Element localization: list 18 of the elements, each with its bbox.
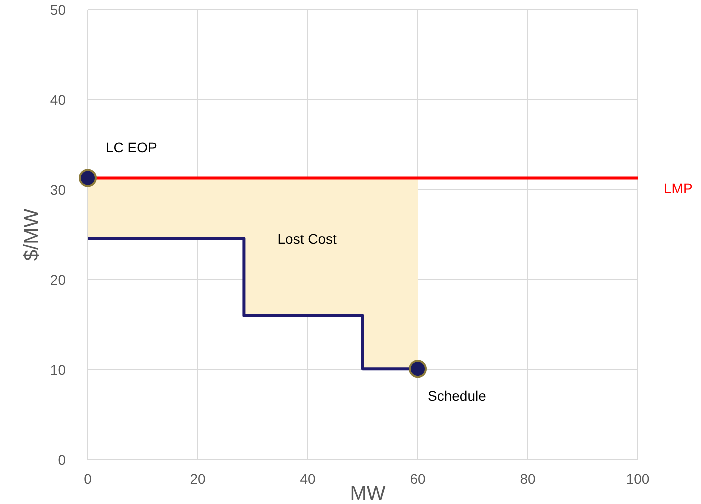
x-tick-label: 60 [410,471,426,487]
x-tick-label: 40 [300,471,316,487]
y-tick-label: 50 [50,2,66,18]
y-tick-label: 20 [50,272,66,288]
x-tick-label: 80 [520,471,536,487]
x-tick-label: 100 [626,471,650,487]
y-axis-title: $/MW [21,208,43,262]
x-axis-title: MW [350,483,386,504]
annotation: LC EOP [106,139,158,156]
x-tick-label: 20 [190,471,206,487]
y-tick-label: 30 [50,182,66,198]
x-tick-label: 0 [84,471,92,487]
y-tick-label: 40 [50,92,66,108]
annotation: Schedule [428,388,487,404]
y-tick-label: 10 [50,362,66,378]
ref-line-label: LMP [664,180,693,196]
annotation: Lost Cost [278,231,337,247]
y-tick-label: 0 [58,452,66,468]
